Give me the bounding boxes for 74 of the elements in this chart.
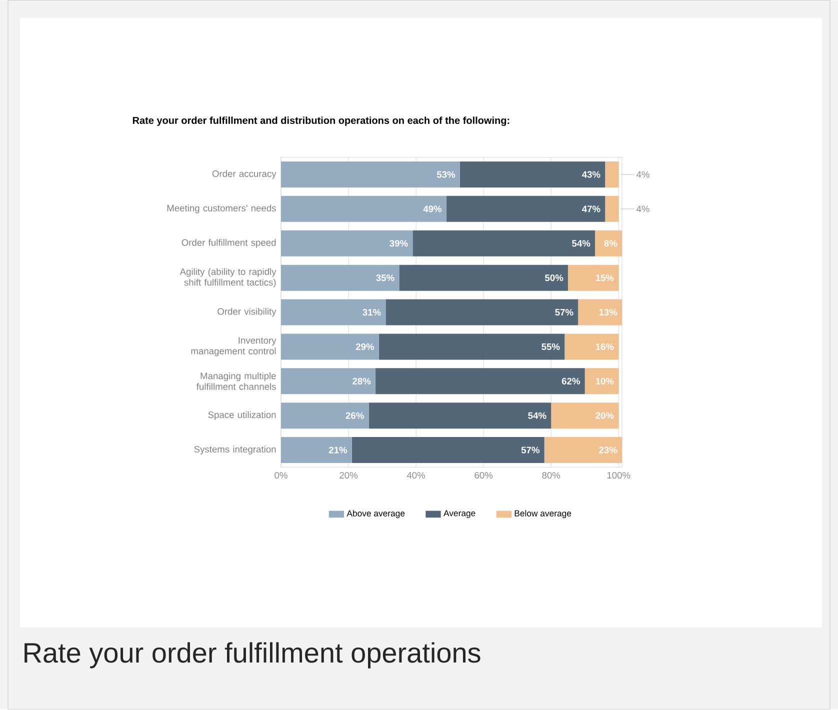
data-label: 50% [545,274,564,282]
bar [564,334,619,360]
x-tick-label: 60% [474,472,493,479]
bar [412,230,595,257]
legend-label: Above average [346,510,405,518]
y-tick-label: Agility (ability to rapidly shift fulfillment tactics) [180,268,276,288]
data-label: 54% [572,240,590,247]
bar [578,300,622,326]
bar [281,196,446,222]
bar [544,437,622,464]
bar [399,265,568,292]
data-label: 57% [555,309,574,316]
data-label: 43% [582,171,600,178]
bar [281,230,413,257]
bar [376,368,585,394]
y-tick-label: Managing multiple fulfillment channels [196,372,276,390]
bar [281,437,352,464]
data-label: 62% [562,378,580,385]
bar [605,162,619,188]
data-label: 8% [604,240,618,247]
x-tick-label: 0% [274,472,288,479]
bar [594,230,622,257]
legend-label: Below average [514,510,572,518]
bar [281,402,369,429]
data-label: 28% [352,378,371,385]
data-label: 31% [362,309,381,316]
data-label: 15% [596,274,614,282]
y-tick-label: Order fulfillment speed [182,239,276,248]
data-label: 16% [596,344,614,350]
bar [281,334,379,360]
legend-label: Average [444,510,476,518]
data-label: 23% [599,446,618,454]
bar [281,162,460,188]
data-label: 47% [582,206,600,212]
bar [281,265,400,292]
bar [281,368,376,394]
data-label: 54% [528,412,546,420]
bar [368,402,552,429]
bar [551,402,619,429]
data-label: 13% [599,309,618,316]
x-tick-label: 20% [340,472,358,479]
data-label: 29% [356,344,374,350]
bar [605,196,619,222]
data-label: 20% [596,412,614,420]
data-label: 39% [390,240,408,247]
data-label: 35% [376,274,394,282]
x-tick-label: 100% [607,472,630,479]
bar [460,162,606,188]
y-tick-label: Space utilization [208,411,276,420]
chart-title: Rate your order fulfillment and distribution operations on each of the following: [132,116,510,126]
y-tick-label: Meeting customers' needs [167,204,276,214]
bar [584,368,619,394]
y-tick-label: Order accuracy [212,170,276,180]
y-tick-label: Inventory management control [191,337,276,356]
y-tick-label: Order visibility [218,308,276,317]
bar [378,334,565,360]
text: Rate your order fulfillment operations [24,642,480,669]
bar [568,265,619,292]
bar [446,196,606,222]
data-label: 21% [328,446,348,454]
data-label: 55% [542,344,560,350]
bar [281,300,386,326]
x-tick-label: 40% [406,472,426,479]
data-label: 53% [436,171,456,178]
x-tick-label: 80% [542,472,560,479]
bar [352,437,544,464]
data-label: 4% [636,171,650,178]
data-label: 26% [346,412,364,420]
data-label: 57% [521,446,540,454]
data-label: 4% [636,206,650,212]
data-label: 49% [423,206,442,212]
bar [386,300,578,326]
data-label: 10% [596,378,614,385]
y-tick-label: Systems integration [194,446,276,455]
